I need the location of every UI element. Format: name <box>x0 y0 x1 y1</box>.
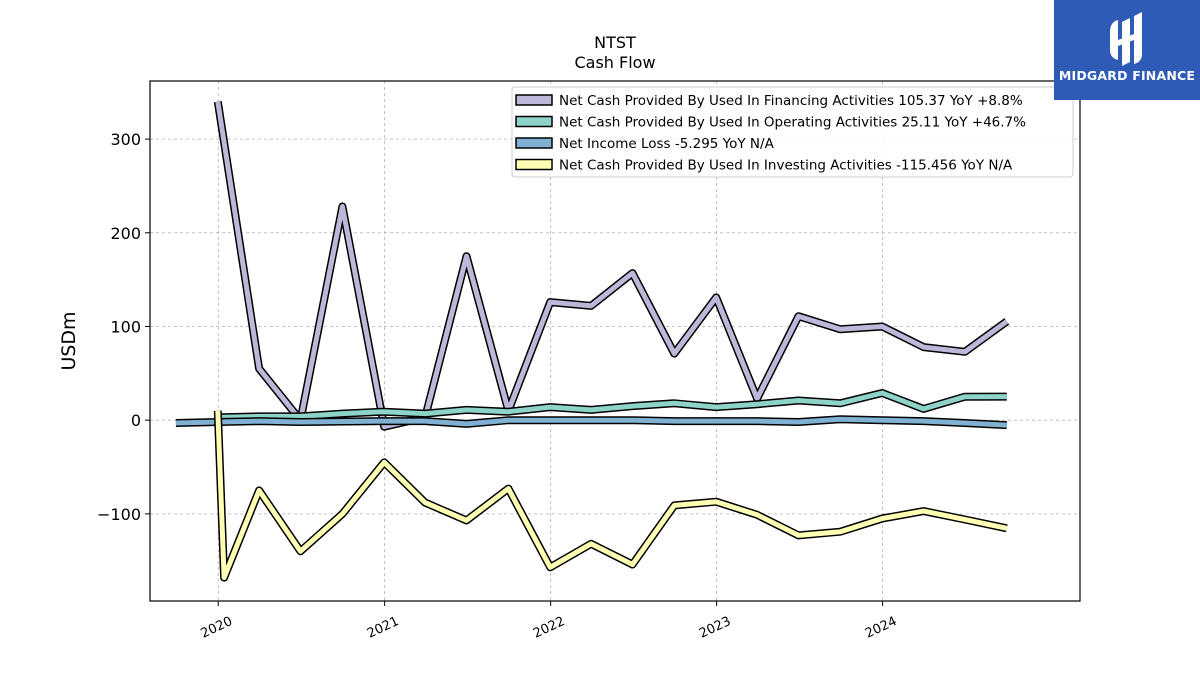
x-tick-label: 2021 <box>365 614 401 642</box>
x-tick-label: 2023 <box>697 614 733 642</box>
legend: Net Cash Provided By Used In Financing A… <box>511 86 1074 178</box>
y-tick-label: 0 <box>131 411 141 430</box>
y-tick-label: 300 <box>110 130 141 149</box>
midgard-finance-logo: MIDGARD FINANCE <box>1054 0 1200 100</box>
y-tick-label: 200 <box>110 224 141 243</box>
series-layer <box>175 100 1010 582</box>
series-line <box>175 416 1007 428</box>
legend-swatch <box>515 94 553 106</box>
series-2 <box>217 389 1007 422</box>
legend-swatch <box>515 158 553 171</box>
series-1 <box>213 100 1010 431</box>
y-axis-label: USDm <box>58 311 80 370</box>
legend-label: Net Cash Provided By Used In Financing A… <box>559 93 1023 109</box>
y-tick-label: −100 <box>97 505 141 524</box>
chart-title: NTST <box>594 33 636 52</box>
plot-frame <box>149 80 1081 602</box>
legend-swatch <box>515 137 553 149</box>
x-tick-label: 2024 <box>863 614 899 642</box>
legend-box <box>511 86 1074 178</box>
series-3 <box>175 415 1008 430</box>
series-line <box>215 410 1008 581</box>
logo-text: MIDGARD FINANCE <box>1058 68 1196 83</box>
series-line <box>215 101 1009 430</box>
legend-label: Net Cash Provided By Used In Operating A… <box>559 115 1026 131</box>
x-tick-label: 2022 <box>531 614 567 642</box>
legend-swatch <box>515 115 553 128</box>
series-line <box>217 390 1007 420</box>
y-tick-label: 100 <box>110 317 141 336</box>
x-tick-label: 2020 <box>199 614 235 642</box>
series-4 <box>213 410 1008 582</box>
legend-label: Net Cash Provided By Used In Investing A… <box>559 158 1013 174</box>
logo-mark-icon <box>1110 12 1142 66</box>
legend-label: Net Income Loss -5.295 YoY N/A <box>559 136 775 152</box>
chart-subtitle: Cash Flow <box>574 53 655 72</box>
